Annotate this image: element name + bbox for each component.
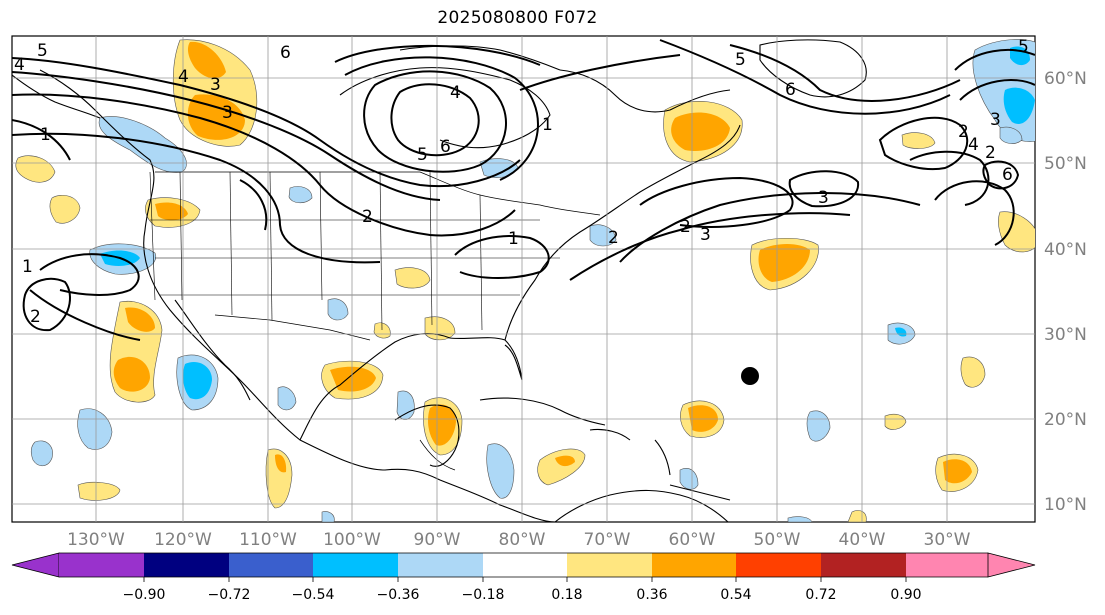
colorbar-segment: [398, 553, 483, 577]
contour-label: 2: [985, 143, 996, 163]
contour-label: 2: [958, 122, 969, 142]
colorbar-segment: [59, 553, 144, 577]
lon-label: 110°W: [239, 530, 297, 550]
contour-label: 2: [362, 207, 373, 227]
contour-label: 4: [14, 55, 25, 75]
colorbar-segment: [736, 553, 821, 577]
colorbar-ticks: [143, 577, 907, 582]
contour-label: 6: [785, 80, 796, 100]
lon-label: 90°W: [414, 530, 461, 550]
lon-label: 30°W: [924, 530, 971, 550]
contour-label: 4: [450, 83, 461, 103]
contour-label: 3: [210, 75, 221, 95]
colorbar-tick-label: −0.36: [377, 587, 420, 603]
colorbar-tick-label: 0.54: [720, 587, 751, 603]
colorbar-tick-label: −0.54: [292, 587, 335, 603]
lon-label: 120°W: [154, 530, 212, 550]
contour-labels: 5 4 3 3 2 1 4 6 5 6 4 5 6 5 3 2 4 3 2 3 …: [14, 37, 1029, 327]
contour-label: 3: [222, 103, 233, 123]
colorbar-segment: [313, 553, 398, 577]
contour-label: 4: [178, 67, 189, 87]
contour-label: 1: [542, 115, 553, 135]
lat-lon-gridlines: [12, 36, 1035, 522]
colorbar-tick-label: 0.36: [636, 587, 667, 603]
colorbar-segment: [144, 553, 229, 577]
lon-label: 80°W: [499, 530, 546, 550]
longitude-labels: 130°W 120°W 110°W 100°W 90°W 80°W 70°W 6…: [67, 530, 971, 550]
lon-label: 60°W: [669, 530, 716, 550]
colorbar-segment: [567, 553, 652, 577]
colorbar-high-extension: [987, 552, 1036, 578]
lon-label: 100°W: [323, 530, 381, 550]
lat-label: 30°N: [1044, 325, 1087, 345]
colorbar-tick-label: −0.18: [462, 587, 505, 603]
anomaly-shading: [15, 39, 1035, 522]
lon-label: 70°W: [584, 530, 631, 550]
contour-label: 6: [1002, 165, 1013, 185]
colorbar: −0.90 −0.72 −0.54 −0.36 −0.18 0.18 0.36 …: [11, 552, 1036, 603]
contour-label: 6: [280, 43, 291, 63]
colorbar-tick-label: −0.90: [123, 587, 166, 603]
lat-label: 50°N: [1044, 154, 1087, 174]
colorbar-low-extension: [11, 552, 60, 578]
contour-label: 2: [608, 228, 619, 248]
lon-label: 130°W: [67, 530, 125, 550]
height-contours: [12, 39, 1035, 341]
colorbar-segment: [821, 553, 906, 577]
contour-label: 1: [40, 125, 51, 145]
colorbar-tick-label: 0.72: [805, 587, 836, 603]
lat-label: 10°N: [1044, 495, 1087, 515]
colorbar-segment: [229, 553, 313, 577]
lat-label: 20°N: [1044, 410, 1087, 430]
colorbar-tick-label: 0.90: [890, 587, 921, 603]
contour-label: 5: [1018, 37, 1029, 57]
contour-label: 2: [30, 307, 41, 327]
lat-label: 40°N: [1044, 240, 1087, 260]
contour-label: 2: [680, 217, 691, 237]
colorbar-segment: [906, 553, 988, 577]
contour-label: 1: [508, 229, 519, 249]
contour-label: 5: [417, 145, 428, 165]
storm-center-marker: [741, 367, 759, 385]
latitude-labels: 60°N 50°N 40°N 30°N 20°N 10°N: [1044, 69, 1087, 515]
colorbar-tick-labels: −0.90 −0.72 −0.54 −0.36 −0.18 0.18 0.36 …: [123, 587, 922, 603]
contour-label: 3: [700, 225, 711, 245]
contour-label: 4: [968, 135, 979, 155]
contour-label: 3: [990, 110, 1001, 130]
colorbar-tick-label: 0.18: [551, 587, 582, 603]
colorbar-segment: [652, 553, 736, 577]
colorbar-tick-label: −0.72: [208, 587, 251, 603]
contour-label: 5: [735, 50, 746, 70]
contour-label: 6: [440, 137, 451, 157]
contour-label: 1: [22, 257, 33, 277]
lat-label: 60°N: [1044, 69, 1087, 89]
lon-label: 50°W: [754, 530, 801, 550]
contour-label: 5: [37, 41, 48, 61]
contour-label: 3: [818, 188, 829, 208]
map-title: 2025080800 F072: [437, 8, 598, 28]
colorbar-segment: [483, 553, 567, 577]
lon-label: 40°W: [839, 530, 886, 550]
